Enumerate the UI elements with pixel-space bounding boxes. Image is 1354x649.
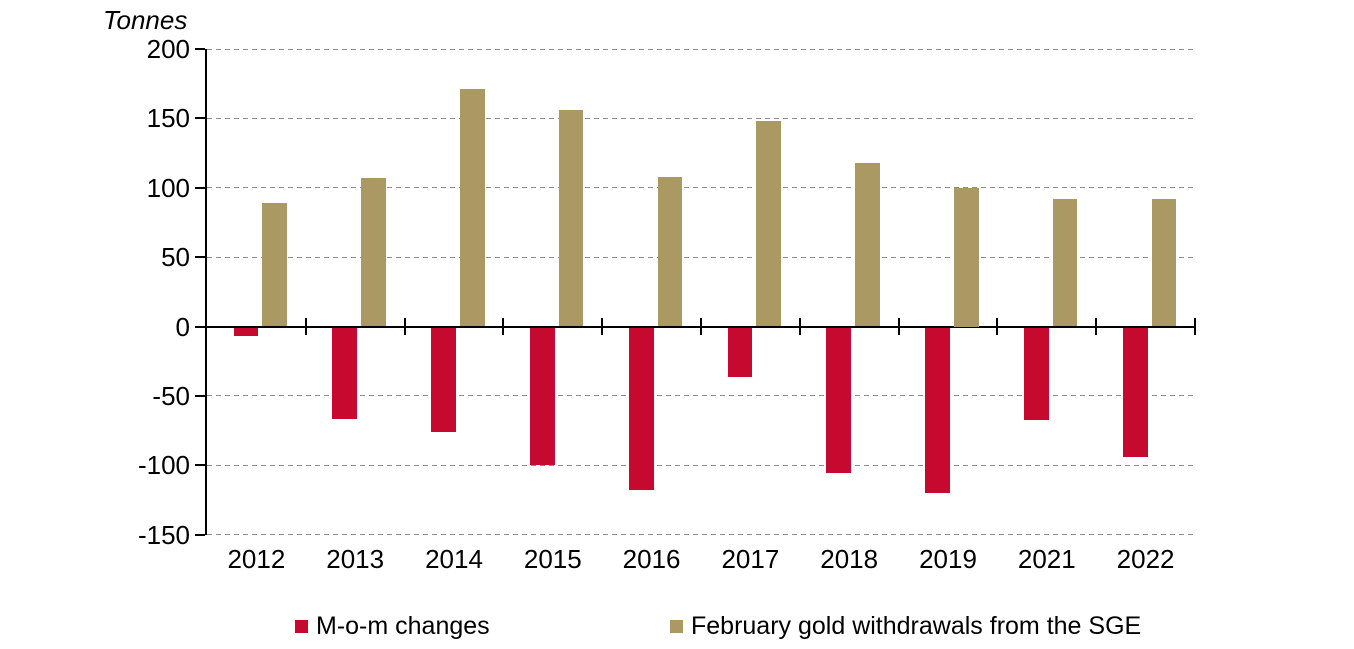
x-axis-tick-4 (601, 318, 604, 335)
x-tick-label-2014: 2014 (425, 544, 483, 574)
y-tick-label-200: 200 (146, 34, 190, 64)
bar-mom-2019 (925, 327, 950, 493)
x-axis-tick-7 (897, 318, 900, 335)
gridline--150 (207, 534, 1195, 536)
gridline-100 (207, 187, 1195, 189)
y-tick-label-100: 100 (146, 172, 190, 203)
x-tick-label-2013: 2013 (326, 544, 385, 574)
bar-withdrawals-2014 (459, 89, 485, 327)
legend-entry-mom-changes: M-o-m changes (295, 611, 490, 641)
gridline-200 (207, 48, 1195, 50)
y-axis-tick--100 (195, 464, 205, 467)
bar-mom-2012 (233, 327, 259, 336)
y-axis-unit-label: Tonnes (103, 5, 188, 35)
y-tick-label--50: -50 (152, 380, 190, 411)
y-tick-label--100: -100 (137, 450, 190, 481)
bar-mom-2022 (1122, 327, 1148, 457)
x-tick-label-2022: 2022 (1116, 544, 1175, 574)
y-axis-tick-200 (195, 48, 205, 50)
bar-mom-2018 (826, 327, 852, 474)
bar-withdrawals-2016 (657, 176, 683, 327)
bar-withdrawals-2018 (855, 162, 880, 327)
x-tick-label-2017: 2017 (721, 544, 780, 574)
legend-entry-feb-withdrawals: February gold withdrawals from the SGE (670, 611, 1141, 641)
y-axis-line (205, 49, 207, 535)
x-tick-label-2012: 2012 (227, 544, 286, 574)
x-axis-tick-3 (502, 318, 505, 335)
y-tick-label-0: 0 (175, 311, 190, 342)
x-axis-tick-6 (798, 318, 801, 335)
bar-mom-2021 (1024, 327, 1049, 421)
y-tick-label-50: 50 (161, 242, 190, 273)
bar-mom-2015 (530, 327, 555, 465)
bar-withdrawals-2013 (361, 178, 386, 327)
y-axis-tick--50 (195, 394, 205, 397)
x-tick-label-2021: 2021 (1017, 544, 1076, 574)
legend-label-feb-withdrawals: February gold withdrawals from the SGE (691, 611, 1142, 640)
y-axis-tick-100 (195, 186, 205, 189)
y-axis-tick-150 (195, 117, 205, 120)
y-axis-tick-0 (195, 325, 205, 328)
gridline-50 (207, 256, 1195, 258)
x-axis-tick-2 (403, 318, 406, 335)
bar-withdrawals-2019 (953, 187, 979, 327)
bar-mom-2017 (727, 327, 753, 378)
bar-mom-2014 (431, 327, 456, 432)
bar-mom-2016 (628, 327, 654, 490)
x-tick-label-2018: 2018 (820, 544, 879, 574)
x-tick-label-2019: 2019 (919, 544, 977, 574)
gridline-150 (207, 117, 1195, 119)
bar-withdrawals-2012 (262, 203, 287, 327)
x-axis-tick-8 (996, 318, 999, 335)
gridline--50 (207, 395, 1195, 397)
legend-label-mom-changes: M-o-m changes (316, 611, 490, 640)
x-axis-tick-9 (1095, 318, 1098, 335)
legend-swatch-feb-withdrawals (670, 619, 683, 633)
legend-swatch-mom-changes (295, 619, 308, 633)
bar-withdrawals-2015 (558, 110, 584, 327)
y-tick-label-150: 150 (146, 103, 190, 134)
bar-withdrawals-2021 (1052, 198, 1078, 327)
bar-withdrawals-2017 (756, 121, 781, 327)
y-tick-label--150: -150 (137, 519, 190, 550)
x-axis-tick-1 (304, 318, 307, 335)
bar-mom-2013 (332, 327, 358, 420)
bar-withdrawals-2022 (1151, 198, 1177, 327)
x-tick-label-2015: 2015 (523, 544, 582, 574)
y-axis-tick--150 (195, 533, 205, 536)
gridline--100 (207, 464, 1195, 466)
x-axis-tick-5 (700, 318, 702, 335)
x-axis-tick-10 (1194, 318, 1196, 335)
y-axis-tick-50 (195, 256, 205, 259)
x-tick-label-2016: 2016 (622, 544, 681, 574)
